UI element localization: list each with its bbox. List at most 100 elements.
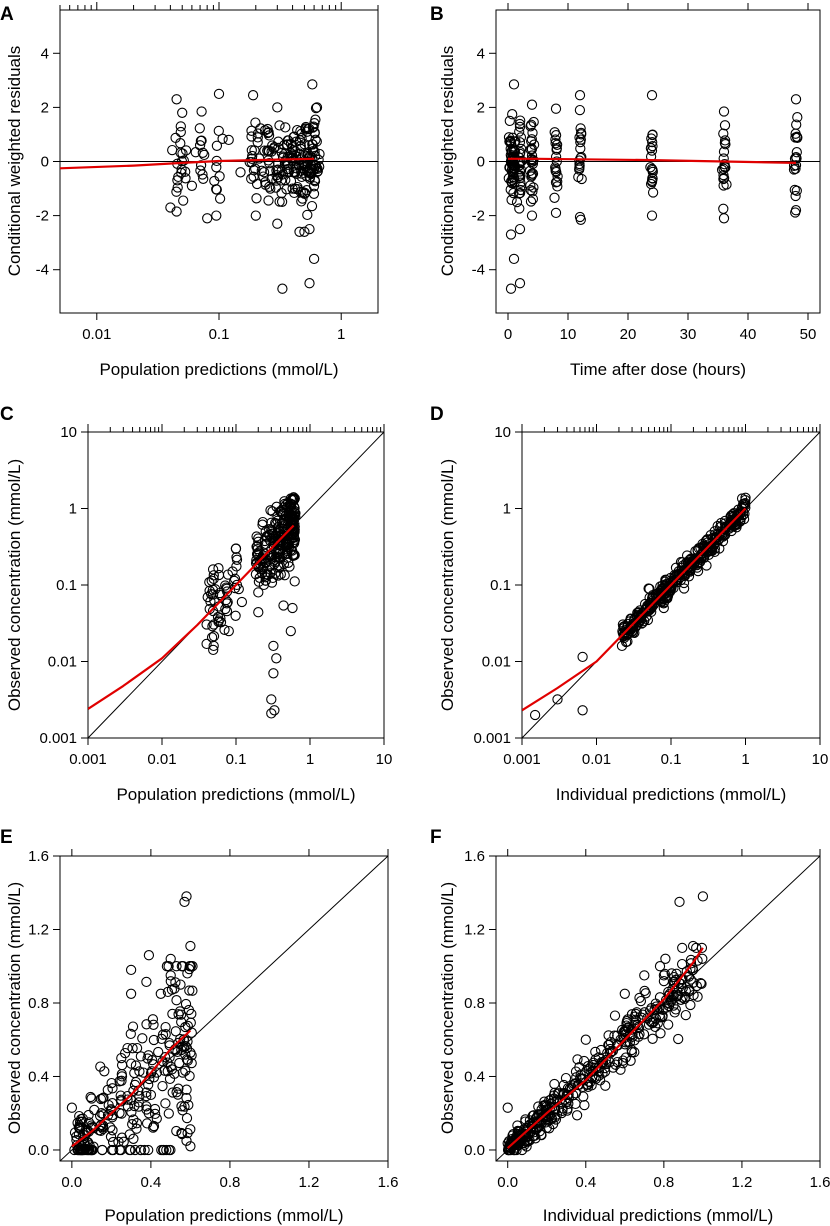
data-point [515,115,526,126]
data-point [663,1000,675,1012]
data-point [685,958,697,969]
data-point [552,181,563,192]
x-tick-label: 0.4 [140,1174,161,1191]
data-point [99,1066,110,1077]
data-point [273,142,284,154]
data-point [663,1019,674,1030]
data-point [304,278,315,289]
data-point [185,1141,196,1152]
data-point [155,988,166,999]
data-point [527,193,539,205]
data-point [590,1054,601,1065]
data-point [130,1076,142,1088]
data-point [126,1058,137,1069]
data-point [207,564,219,575]
data-point [306,167,317,179]
data-point [697,953,708,964]
x-tick-label: 1 [741,751,749,768]
data-point [526,210,538,221]
data-point [116,1108,127,1119]
data-point [141,1087,152,1098]
x-tick-label: 0.0 [497,1174,518,1191]
x-axis-title: Population predictions (mmol/L) [116,785,355,804]
data-point [514,121,526,133]
data-point [645,151,657,162]
data-point [196,106,207,117]
data-point [160,1021,171,1033]
loess-smooth-line [508,157,797,164]
data-point [236,596,248,608]
data-point [131,1123,142,1134]
data-point [526,99,538,110]
data-point [718,146,730,157]
data-point [645,178,657,190]
data-point [640,988,651,999]
loess-smooth-line [522,507,747,712]
data-point [208,644,219,656]
data-point [294,226,305,237]
y-tick-label: 0.4 [464,1068,485,1085]
x-tick-label: 1 [337,326,345,343]
data-point [540,1117,552,1128]
data-point [578,1091,589,1102]
data-point [97,1144,108,1156]
data-point [181,1092,192,1104]
data-point [76,1116,87,1127]
data-point [206,575,217,586]
data-point [137,1033,148,1044]
data-point [163,1144,175,1156]
y-tick-label: 0.4 [28,1068,49,1085]
data-point [246,131,257,142]
y-tick-label: -4 [36,262,49,279]
data-point [185,940,196,952]
data-point [246,173,257,184]
data-point [252,137,263,148]
data-point [550,1114,562,1125]
data-point [176,1101,187,1112]
data-point [535,1129,547,1140]
data-point [259,145,270,156]
data-point [314,161,325,172]
data-point [128,1114,139,1125]
y-tick-label: 2 [477,99,485,116]
data-point [201,638,212,650]
y-tick-label: -4 [472,262,485,279]
data-point [246,145,257,156]
data-point [280,122,291,133]
data-point [133,1101,144,1112]
data-point [719,135,731,146]
data-point [574,104,586,116]
data-point [505,229,517,240]
data-point [157,1029,169,1040]
data-point [247,90,259,101]
data-point [551,1109,563,1120]
data-point [502,1102,513,1113]
data-point [681,966,692,977]
data-point [181,1112,193,1124]
data-point [626,1009,638,1020]
data-point [514,137,526,148]
data-point [175,147,186,158]
panel-B: B Time after dose (hours) Conditional we… [430,3,821,379]
data-point [593,1052,604,1063]
data-point [308,181,320,192]
data-point [605,1048,616,1059]
data-point [678,577,690,589]
data-point [505,283,517,294]
x-tick-label: 1.2 [299,1174,320,1191]
data-point [180,998,192,1010]
data-point [639,970,650,981]
x-tick-label: 1.2 [731,1174,752,1191]
y-tick-label: 10 [494,424,511,441]
data-point [211,210,222,221]
plot-area [496,856,820,1161]
data-point [506,194,517,206]
data-point [668,1000,679,1011]
data-point [116,1096,127,1107]
data-point [514,203,525,214]
data-point [659,968,670,980]
data-point [229,582,241,594]
data-point [250,210,261,221]
data-point [213,88,225,100]
